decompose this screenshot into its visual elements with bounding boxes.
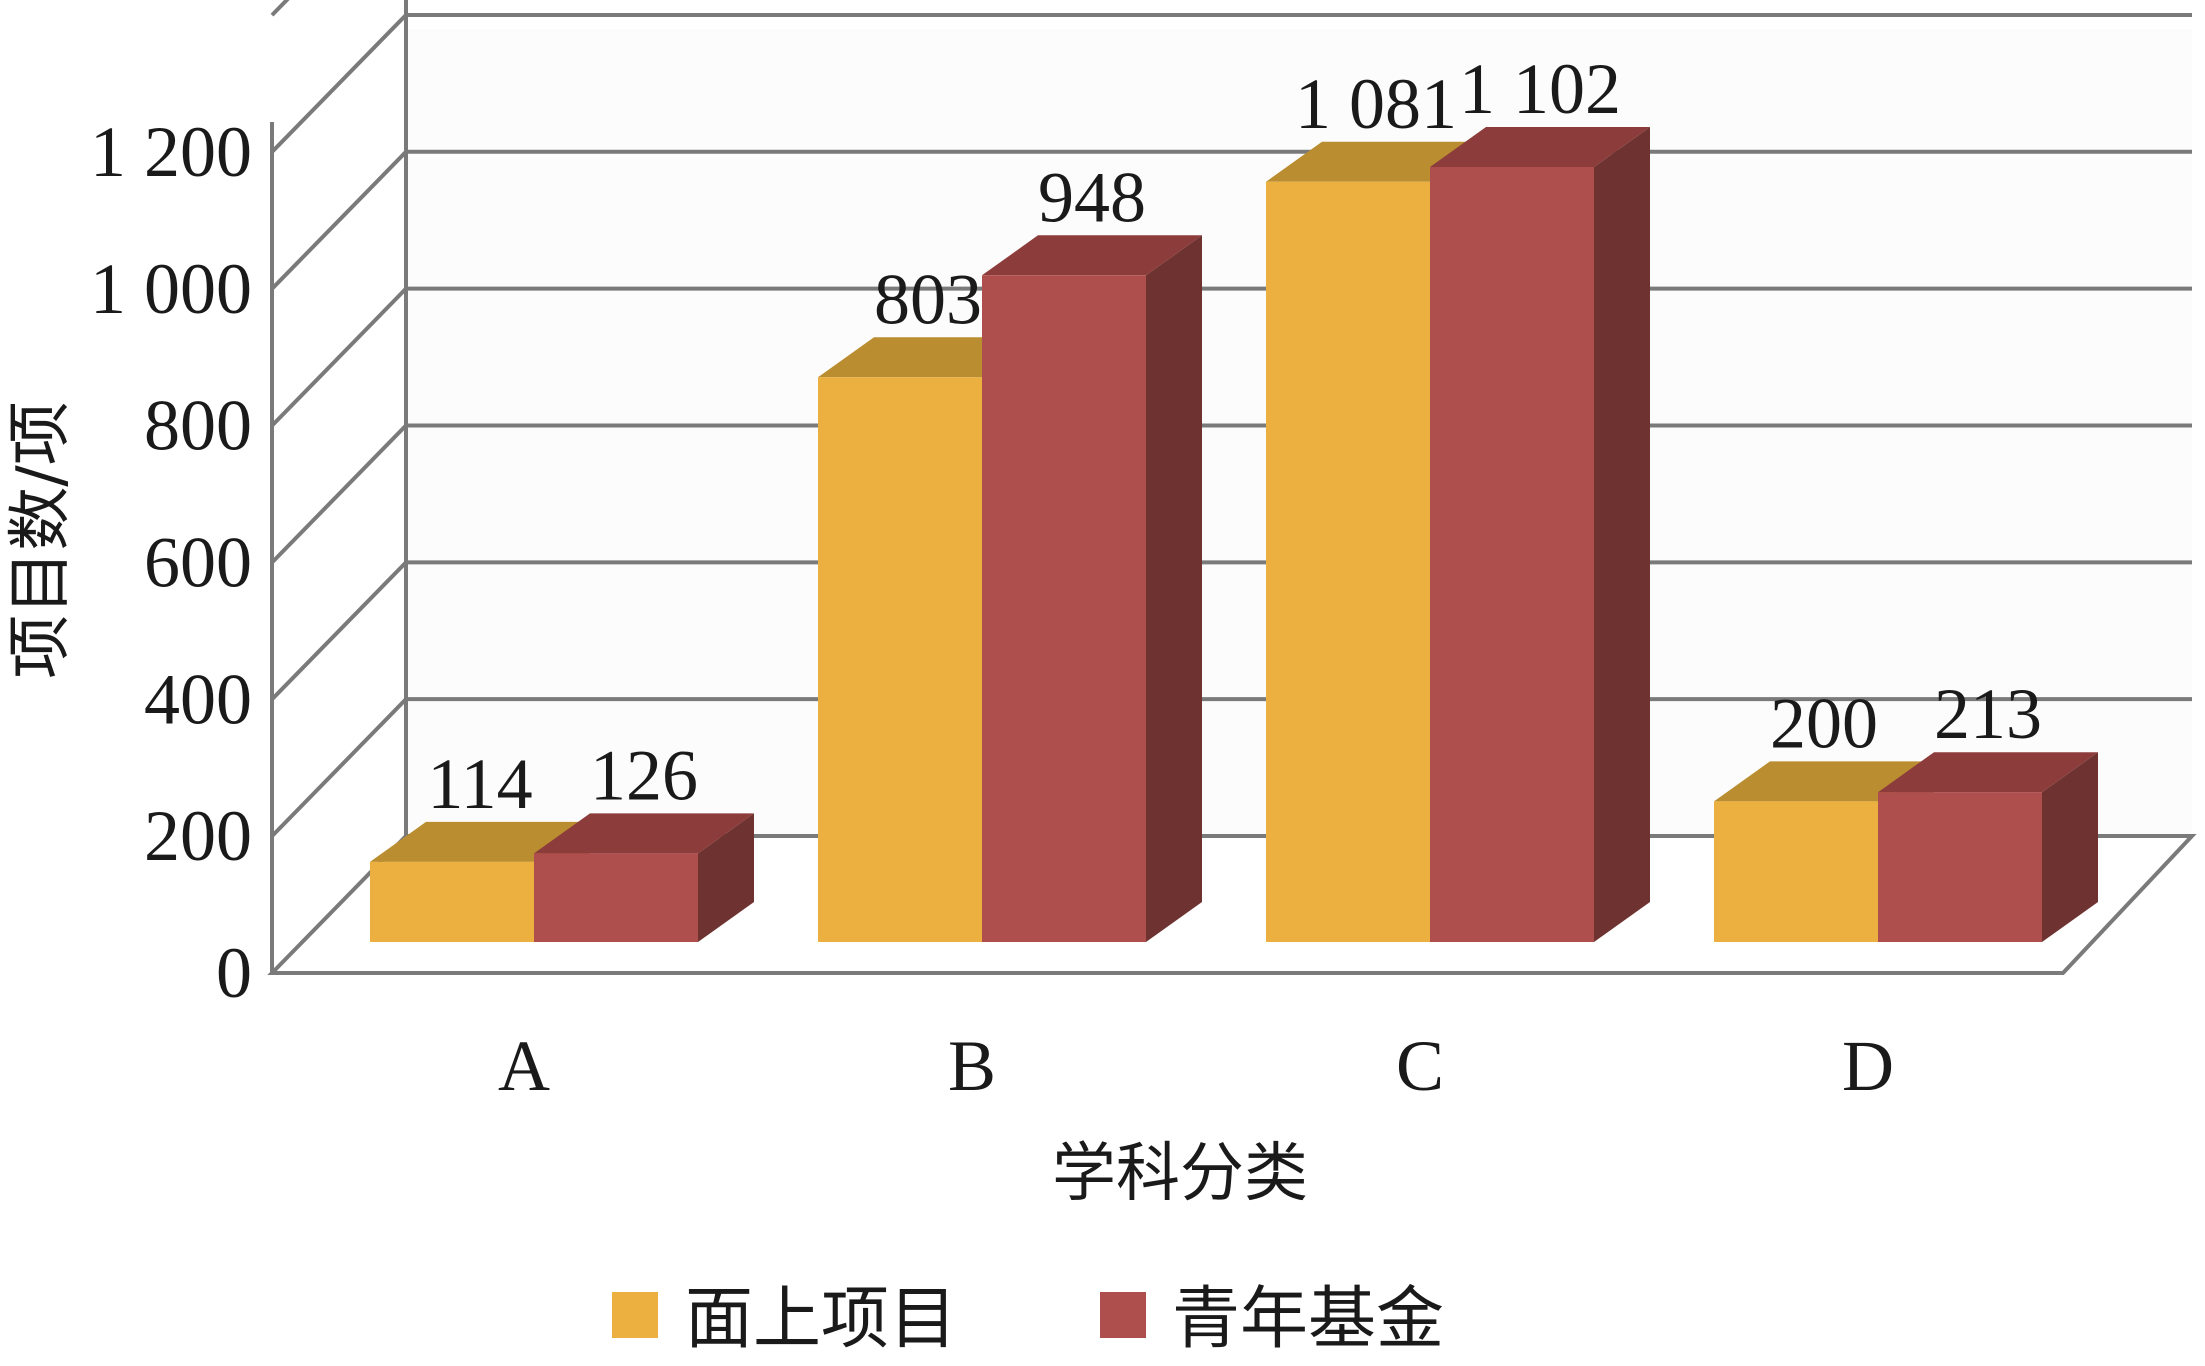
bar-top	[534, 813, 754, 854]
bar-top	[370, 821, 590, 862]
bar-top	[982, 235, 1202, 276]
bar-side	[1146, 235, 1202, 942]
floor	[267, 834, 2197, 975]
value-label: 948	[1038, 157, 1146, 237]
bar-B-series-0	[818, 377, 982, 943]
bar-side	[1594, 127, 1650, 942]
bar-top	[1430, 127, 1650, 167]
y-tick-label: 1 200	[90, 112, 252, 192]
y-tick-label: 600	[144, 522, 252, 602]
legend-label-series-0: 面上项目	[685, 1280, 957, 1359]
value-label: 1 102	[1459, 49, 1621, 129]
bar-D-series-1	[1878, 792, 2042, 942]
x-tick-label: D	[1842, 1026, 1894, 1106]
y-tick-label: 800	[144, 386, 252, 466]
bars	[370, 127, 2098, 943]
x-axis-title: 学科分类	[1052, 1137, 1308, 1211]
x-tick-label: A	[498, 1026, 550, 1106]
bar-C-series-0	[1266, 181, 1430, 942]
y-tick-label: 200	[144, 796, 252, 876]
bar-side	[698, 813, 754, 942]
y-tick-label: 0	[216, 933, 252, 1013]
bar-C-series-1	[1430, 167, 1594, 942]
value-label: 114	[427, 744, 532, 824]
bar-D-series-0	[1714, 801, 1878, 942]
value-labels: 114 126 803 948 1 081 1 102 200 213	[427, 49, 2042, 824]
legend-label-series-1: 青年基金	[1172, 1280, 1444, 1359]
y-axis-ticks: 0 200 400 600 800 1 000 1 200	[90, 112, 252, 1013]
y-tick-label: 1 000	[90, 249, 252, 329]
legend-swatch-series-0	[612, 1292, 658, 1338]
x-axis-categories: A B C D	[498, 1026, 1894, 1106]
value-label: 200	[1770, 683, 1878, 763]
value-label: 1 081	[1295, 64, 1457, 144]
value-label: 213	[1934, 674, 2042, 754]
bar-top	[1878, 752, 2098, 793]
legend-swatch-series-1	[1100, 1292, 1146, 1338]
bar-A-series-0	[370, 861, 534, 942]
x-tick-label: B	[948, 1026, 996, 1106]
y-tick-label: 400	[144, 659, 252, 739]
x-tick-label: C	[1396, 1026, 1444, 1106]
y-axis-title: 项目数/项	[4, 401, 78, 679]
gridline	[270, 0, 290, 17]
bar-A-series-1	[534, 853, 698, 942]
bar-top	[1714, 761, 1934, 802]
bar-B-series-1	[982, 275, 1146, 942]
value-label: 126	[590, 735, 698, 815]
value-label: 803	[874, 259, 982, 339]
legend: 面上项目 青年基金	[612, 1280, 1444, 1359]
bar-side	[2042, 752, 2098, 942]
